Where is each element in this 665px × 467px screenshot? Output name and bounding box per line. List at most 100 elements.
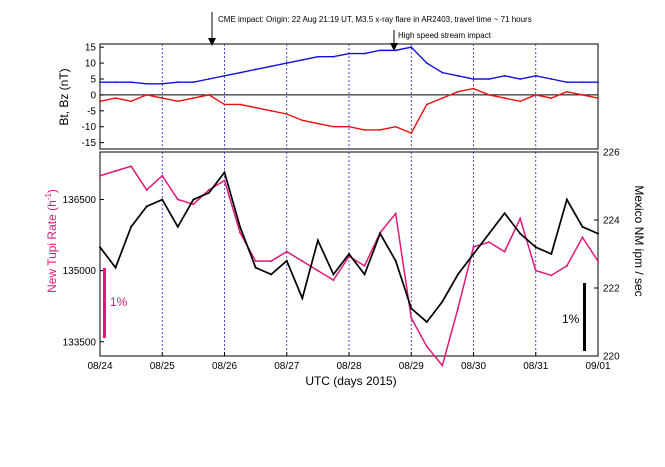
tupi-data-point bbox=[472, 245, 475, 248]
tupi-data-point bbox=[565, 264, 568, 267]
bottom-panel: 136500 135000 133500 226 224 222 220 08/24 08/25… bbox=[63, 148, 620, 373]
bz-data-point bbox=[394, 125, 397, 128]
bz-data-point bbox=[597, 97, 599, 99]
tupi-data-point bbox=[410, 317, 413, 320]
tupi-data-point bbox=[316, 269, 319, 272]
bt-data-point bbox=[316, 55, 319, 58]
bt-data-point bbox=[565, 81, 568, 84]
mexico-data-point bbox=[207, 191, 210, 194]
bt-data-point bbox=[394, 49, 397, 52]
x-axis-label: UTC (days 2015) bbox=[305, 374, 396, 388]
tupi-data-point bbox=[550, 274, 553, 277]
bz-data-point bbox=[379, 129, 382, 131]
tupi-data-point bbox=[597, 260, 599, 263]
mexico-data-point bbox=[503, 212, 506, 215]
x-tick-label: 08/27 bbox=[274, 361, 299, 372]
tupi-scale-label: 1% bbox=[110, 295, 128, 309]
left-y-tick-label: 133500 bbox=[63, 337, 97, 348]
mexico-data-point bbox=[192, 198, 195, 201]
bz-data-point bbox=[472, 87, 475, 90]
mexico-data-point bbox=[270, 273, 273, 276]
mexico-data-point bbox=[363, 273, 366, 276]
bz-data-point bbox=[99, 100, 101, 103]
hss-arrow-head bbox=[390, 43, 398, 51]
bz-data-point bbox=[550, 97, 553, 99]
x-tick-label: 08/26 bbox=[212, 361, 237, 372]
tupi-data-point bbox=[581, 236, 584, 239]
bt-data-point bbox=[519, 78, 522, 80]
bz-data-point bbox=[488, 94, 490, 96]
bz-data-point bbox=[192, 97, 195, 99]
mexico-data-point bbox=[161, 198, 164, 201]
mexico-data-point bbox=[301, 297, 304, 300]
mexico-data-point bbox=[114, 266, 117, 269]
tupi-data-point bbox=[285, 250, 288, 253]
mexico-data-point bbox=[597, 232, 599, 235]
bottom-right-y-axis-label: Mexico NM ipm / sec bbox=[632, 185, 646, 296]
mexico-data-point bbox=[285, 259, 288, 262]
mexico-data-point bbox=[425, 321, 428, 323]
mexico-data-point bbox=[99, 246, 101, 249]
bt-data-point bbox=[379, 49, 382, 52]
bt-data-point bbox=[503, 74, 506, 77]
x-tick-label: 08/29 bbox=[399, 361, 424, 372]
mexico-data-point bbox=[456, 273, 459, 276]
top-y-tick-label: 5 bbox=[90, 75, 96, 86]
tupi-data-point bbox=[270, 260, 273, 263]
tupi-data-point bbox=[503, 250, 506, 253]
x-tick-label: 08/31 bbox=[523, 361, 548, 372]
tupi-label-main: New Tupi Rate (h bbox=[45, 200, 59, 293]
mexico-data-point bbox=[332, 273, 335, 276]
bz-data-point bbox=[223, 103, 226, 106]
bt-data-point bbox=[410, 46, 413, 49]
bt-data-point bbox=[472, 78, 475, 80]
bottom-left-y-axis-label: New Tupi Rate (h-1) bbox=[44, 189, 59, 293]
bt-data-point bbox=[99, 81, 101, 84]
bz-data-point bbox=[503, 97, 506, 99]
x-tick-label: 08/24 bbox=[87, 361, 112, 372]
mexico-data-point bbox=[472, 253, 475, 255]
mexico-data-point bbox=[410, 307, 413, 310]
bz-data-point bbox=[161, 97, 164, 99]
bt-data-point bbox=[192, 81, 195, 84]
right-y-tick-label: 226 bbox=[603, 148, 620, 159]
x-tick-label: 08/25 bbox=[150, 361, 175, 372]
tupi-data-point bbox=[394, 212, 397, 215]
bt-data-point bbox=[597, 81, 599, 84]
tupi-data-point bbox=[114, 169, 117, 172]
mexico-data-point bbox=[130, 225, 133, 228]
mexico-data-point bbox=[534, 246, 537, 249]
top-panel: 15 10 5 0 -5 -10 -15 bbox=[82, 43, 599, 150]
bz-data-point bbox=[145, 94, 148, 96]
tupi-scale-bar bbox=[103, 268, 106, 338]
mexico-data-point bbox=[348, 253, 350, 255]
tupi-data-point bbox=[534, 269, 537, 272]
bt-data-point bbox=[332, 55, 335, 58]
bt-data-point bbox=[534, 74, 537, 77]
tupi-data-point bbox=[161, 174, 164, 177]
bt-data-point bbox=[145, 82, 148, 85]
mexico-data-point bbox=[239, 225, 242, 228]
bt-data-point bbox=[254, 68, 257, 71]
mexico-data-point bbox=[394, 259, 397, 262]
bz-data-point bbox=[457, 90, 459, 93]
tupi-label-end: ) bbox=[45, 189, 59, 193]
bt-data-point bbox=[223, 74, 226, 77]
tupi-data-point bbox=[207, 188, 210, 191]
bz-data-point bbox=[410, 132, 413, 134]
right-y-tick-label: 224 bbox=[603, 216, 620, 227]
bz-data-point bbox=[519, 100, 522, 103]
bt-data-point bbox=[363, 52, 366, 55]
mexico-data-point bbox=[379, 232, 382, 235]
left-y-tick-label: 136500 bbox=[63, 195, 97, 206]
bz-data-point bbox=[534, 94, 537, 96]
top-y-tick-label: 15 bbox=[85, 43, 97, 54]
tupi-data-point bbox=[145, 188, 148, 191]
tupi-data-point bbox=[301, 260, 304, 263]
top-y-tick-label: 10 bbox=[85, 59, 97, 70]
hss-annotation: High speed stream impact bbox=[398, 31, 492, 40]
bt-data-point bbox=[161, 82, 164, 85]
mexico-data-point bbox=[223, 171, 226, 174]
bz-data-point bbox=[348, 125, 350, 128]
